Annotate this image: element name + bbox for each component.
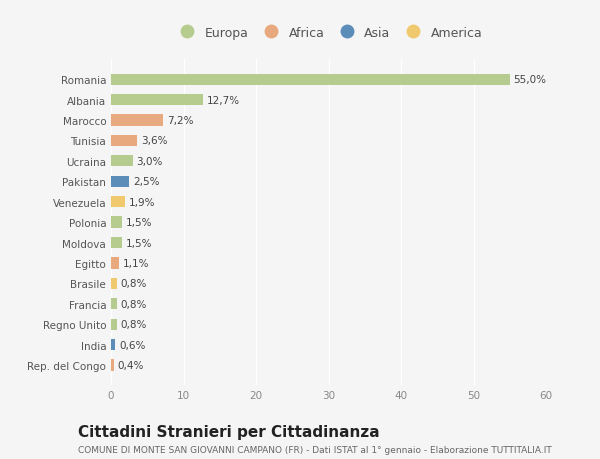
Legend: Europa, Africa, Asia, America: Europa, Africa, Asia, America <box>175 27 482 40</box>
Text: 1,5%: 1,5% <box>125 238 152 248</box>
Bar <box>111 115 163 126</box>
Bar <box>111 237 122 249</box>
Text: 1,5%: 1,5% <box>125 218 152 228</box>
Text: COMUNE DI MONTE SAN GIOVANNI CAMPANO (FR) - Dati ISTAT al 1° gennaio - Elaborazi: COMUNE DI MONTE SAN GIOVANNI CAMPANO (FR… <box>78 445 552 454</box>
Text: 7,2%: 7,2% <box>167 116 193 126</box>
Text: 0,8%: 0,8% <box>121 279 147 289</box>
Bar <box>111 319 117 330</box>
Bar <box>111 339 115 350</box>
Text: 0,4%: 0,4% <box>118 360 144 370</box>
Bar <box>111 217 122 228</box>
Bar <box>111 176 129 187</box>
Text: 55,0%: 55,0% <box>514 75 547 85</box>
Text: 0,8%: 0,8% <box>121 319 147 330</box>
Bar <box>111 359 114 371</box>
Bar <box>111 95 203 106</box>
Bar <box>111 196 125 208</box>
Text: 0,8%: 0,8% <box>121 299 147 309</box>
Bar <box>111 156 133 167</box>
Text: 3,6%: 3,6% <box>141 136 167 146</box>
Text: 0,6%: 0,6% <box>119 340 145 350</box>
Text: 1,1%: 1,1% <box>122 258 149 269</box>
Bar <box>111 258 119 269</box>
Text: 3,0%: 3,0% <box>136 157 163 167</box>
Bar <box>111 298 117 310</box>
Text: 2,5%: 2,5% <box>133 177 159 187</box>
Text: 1,9%: 1,9% <box>128 197 155 207</box>
Bar <box>111 74 510 86</box>
Text: 12,7%: 12,7% <box>206 95 240 106</box>
Bar <box>111 278 117 289</box>
Text: Cittadini Stranieri per Cittadinanza: Cittadini Stranieri per Cittadinanza <box>78 425 380 440</box>
Bar <box>111 135 137 147</box>
